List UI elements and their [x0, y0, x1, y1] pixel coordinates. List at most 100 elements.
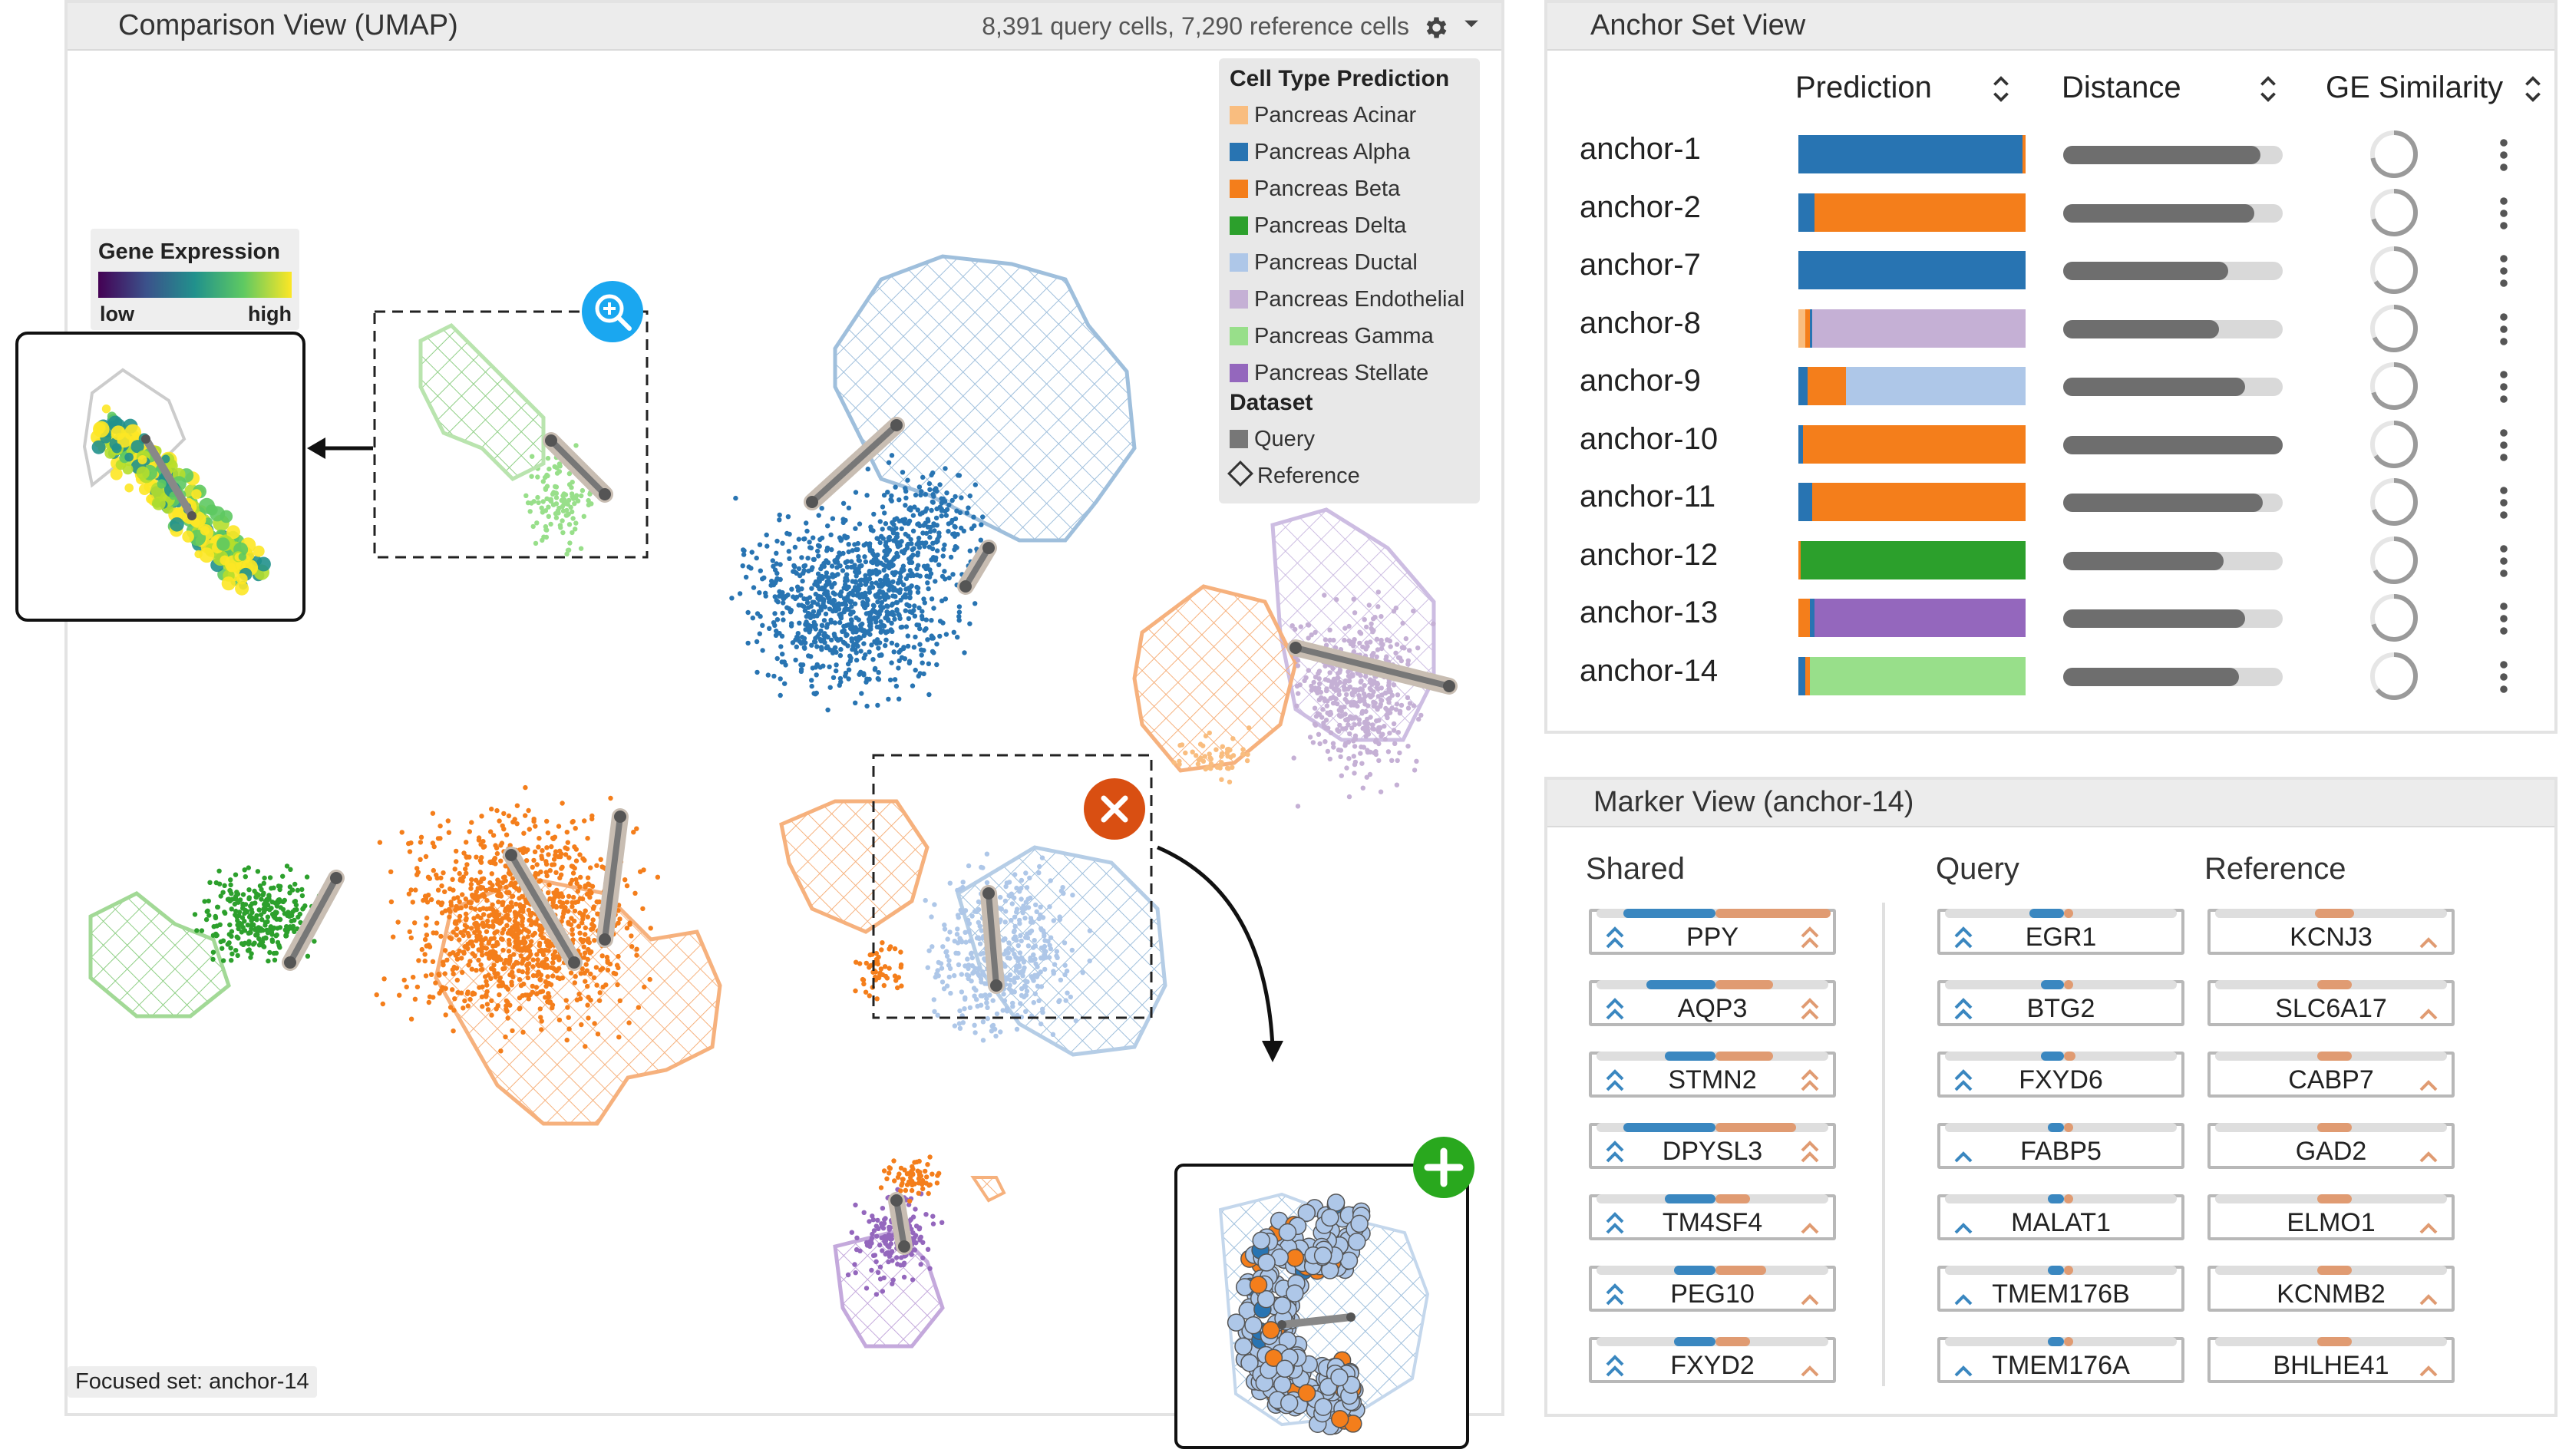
- marker-card[interactable]: EGR1: [1937, 909, 2184, 955]
- query-swatch: [1230, 430, 1248, 448]
- double-chevron-up-icon: [1801, 998, 1819, 1020]
- reference-contour-small: [970, 1176, 1006, 1203]
- marker-card[interactable]: FABP5: [1937, 1123, 2184, 1169]
- anchor-label[interactable]: anchor-10: [1580, 421, 1719, 456]
- legend-item-reference[interactable]: Reference: [1227, 461, 1360, 494]
- prediction-segment: [1811, 483, 2026, 521]
- more-vertical-icon[interactable]: [2496, 137, 2511, 173]
- reference-contour-ductal: [833, 254, 1137, 543]
- prediction-segment: [1805, 309, 1810, 348]
- selection-box-gamma[interactable]: [373, 310, 649, 559]
- more-vertical-icon[interactable]: [2496, 253, 2511, 289]
- umap-plot[interactable]: [68, 49, 1501, 1414]
- legend-item[interactable]: Pancreas Endothelial: [1230, 287, 1464, 318]
- marker-card[interactable]: TMEM176A: [1937, 1337, 2184, 1383]
- marker-card[interactable]: TM4SF4: [1589, 1194, 1836, 1240]
- anchor-label[interactable]: anchor-2: [1580, 190, 1701, 224]
- marker-card[interactable]: MALAT1: [1937, 1194, 2184, 1240]
- prediction-bar[interactable]: [1798, 135, 2026, 173]
- column-header-prediction[interactable]: Prediction: [1795, 71, 1932, 104]
- prediction-bar[interactable]: [1798, 540, 2026, 579]
- marker-card[interactable]: KCNMB2: [2207, 1266, 2455, 1312]
- legend-item[interactable]: Pancreas Beta: [1230, 177, 1400, 207]
- marker-card[interactable]: FXYD6: [1937, 1052, 2184, 1098]
- prediction-bar[interactable]: [1798, 424, 2026, 464]
- legend-item[interactable]: Pancreas Acinar: [1230, 103, 1416, 134]
- marker-card[interactable]: ELMO1: [2207, 1194, 2455, 1240]
- legend-item[interactable]: Pancreas Alpha: [1230, 140, 1410, 170]
- marker-view-header: Marker View (anchor-14): [1547, 780, 2554, 827]
- prediction-bar[interactable]: [1798, 193, 2026, 232]
- gear-icon[interactable]: [1422, 14, 1449, 41]
- reference-contour-ductal-lower: [956, 845, 1167, 1057]
- sort-icon[interactable]: [2257, 74, 2280, 104]
- prediction-segment: [2022, 135, 2026, 173]
- prediction-segment: [1814, 193, 2026, 232]
- double-chevron-up-icon: [1801, 1069, 1819, 1091]
- marker-card[interactable]: DPYSL3: [1589, 1123, 1836, 1169]
- legend-item[interactable]: Pancreas Stellate: [1230, 361, 1428, 391]
- chevron-down-icon[interactable]: [1463, 15, 1480, 32]
- legend-item[interactable]: Pancreas Delta: [1230, 213, 1406, 244]
- more-vertical-icon[interactable]: [2496, 484, 2511, 521]
- prediction-segment: [1800, 540, 2026, 579]
- more-vertical-icon[interactable]: [2496, 600, 2511, 637]
- prediction-bar[interactable]: [1798, 309, 2026, 348]
- sort-icon[interactable]: [2521, 74, 2544, 104]
- more-vertical-icon[interactable]: [2496, 311, 2511, 348]
- marker-card[interactable]: TMEM176B: [1937, 1266, 2184, 1312]
- more-vertical-icon[interactable]: [2496, 543, 2511, 579]
- more-vertical-icon[interactable]: [2496, 659, 2511, 695]
- marker-card[interactable]: KCNJ3: [2207, 909, 2455, 955]
- legend-item[interactable]: Pancreas Gamma: [1230, 324, 1434, 355]
- prediction-bar[interactable]: [1798, 656, 2026, 695]
- inset-zoom-right[interactable]: [1174, 1164, 1469, 1449]
- legend-label: Pancreas Gamma: [1254, 324, 1434, 348]
- distance-bar: [2063, 667, 2283, 686]
- marker-card[interactable]: FXYD2: [1589, 1337, 1836, 1383]
- anchor-label[interactable]: anchor-14: [1580, 653, 1719, 688]
- prediction-bar[interactable]: [1798, 251, 2026, 289]
- reference-expression-bar: [1715, 1337, 1750, 1346]
- marker-card[interactable]: BTG2: [1937, 980, 2184, 1026]
- distance-fill: [2063, 203, 2254, 223]
- anchor-label[interactable]: anchor-13: [1580, 596, 1719, 629]
- zoom-in-icon[interactable]: [582, 281, 643, 342]
- reference-expression-bar: [2316, 980, 2352, 989]
- query-expression-bar: [2041, 980, 2064, 989]
- marker-card[interactable]: AQP3: [1589, 980, 1836, 1026]
- anchor-label[interactable]: anchor-9: [1580, 364, 1701, 398]
- more-vertical-icon[interactable]: [2496, 195, 2511, 232]
- query-expression-bar: [2029, 909, 2064, 918]
- reference-expression-bar: [2064, 1337, 2073, 1346]
- anchor-links[interactable]: [282, 417, 1458, 1255]
- more-vertical-icon[interactable]: [2496, 368, 2511, 405]
- marker-card[interactable]: GAD2: [2207, 1123, 2455, 1169]
- anchor-label[interactable]: anchor-1: [1580, 132, 1701, 166]
- anchor-label[interactable]: anchor-8: [1580, 305, 1701, 340]
- marker-card[interactable]: STMN2: [1589, 1052, 1836, 1098]
- marker-card[interactable]: PEG10: [1589, 1266, 1836, 1312]
- prediction-bar[interactable]: [1798, 599, 2026, 637]
- legend-item[interactable]: Pancreas Ductal: [1230, 250, 1418, 281]
- inset-zoom-left[interactable]: [15, 332, 305, 622]
- legend-item-query[interactable]: Query: [1230, 427, 1315, 457]
- selection-box-ductal[interactable]: [872, 754, 1153, 1019]
- sort-icon[interactable]: [1989, 74, 2013, 104]
- anchor-label[interactable]: anchor-12: [1580, 537, 1719, 572]
- marker-card[interactable]: CABP7: [2207, 1052, 2455, 1098]
- prediction-bar[interactable]: [1798, 367, 2026, 405]
- close-circle-icon[interactable]: [1084, 778, 1145, 840]
- arrowhead-left: [307, 437, 325, 459]
- marker-card[interactable]: SLC6A17: [2207, 980, 2455, 1026]
- marker-card[interactable]: PPY: [1589, 909, 1836, 955]
- plus-circle-icon[interactable]: [1411, 1134, 1477, 1200]
- marker-card[interactable]: BHLHE41: [2207, 1337, 2455, 1383]
- prediction-bar[interactable]: [1798, 483, 2026, 521]
- column-header-ge-similarity[interactable]: GE Similarity: [2326, 71, 2504, 104]
- column-header-distance[interactable]: Distance: [2062, 71, 2181, 104]
- more-vertical-icon[interactable]: [2496, 427, 2511, 464]
- prediction-segment: [1798, 540, 1801, 579]
- anchor-label[interactable]: anchor-11: [1580, 480, 1716, 513]
- anchor-label[interactable]: anchor-7: [1580, 248, 1701, 282]
